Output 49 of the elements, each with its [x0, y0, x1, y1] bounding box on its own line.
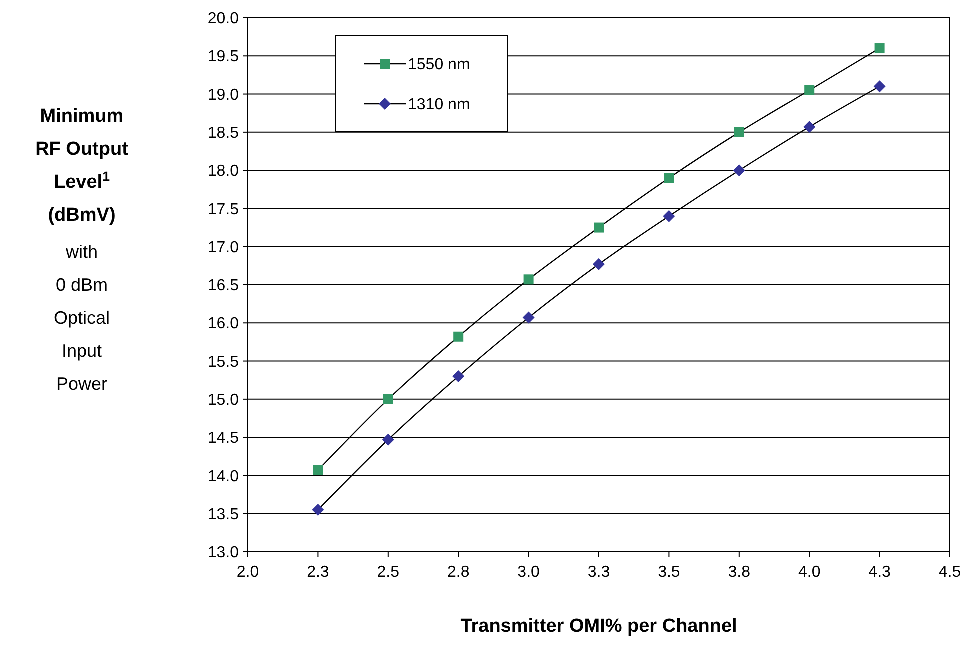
point [454, 332, 464, 342]
y-tick-label: 18.5 [208, 125, 240, 142]
y-tick-label: 17.0 [208, 239, 240, 256]
text: 2.0 [236, 564, 260, 581]
point [874, 80, 886, 93]
x-tick-label: 4.3 [868, 564, 892, 581]
point [663, 210, 676, 222]
y-tick-label: 14.5 [208, 430, 240, 448]
x-tick-label: 2.3 [307, 564, 330, 581]
point [382, 434, 394, 446]
text: 4.5 [938, 564, 962, 581]
text: 3.0 [518, 564, 540, 581]
point [664, 173, 674, 184]
point [452, 370, 465, 383]
point [522, 312, 535, 324]
point [312, 504, 324, 516]
x-axis-title: Transmitter OMI% per Channel [460, 616, 738, 637]
text: 2.5 [377, 564, 400, 581]
y-tick-label: 15.0 [208, 392, 240, 410]
x-tick-label: 3.8 [728, 564, 751, 581]
point [734, 127, 744, 138]
y-tick-label: 15.5 [208, 354, 240, 371]
text: with 0 dBm Optical Input Power [54, 242, 110, 394]
y-tick-label: 14.0 [208, 468, 240, 486]
y-tick-label: 13.5 [208, 506, 240, 524]
y-tick-label: 19.0 [208, 86, 240, 104]
y-tick-label: 16.0 [208, 316, 240, 333]
y-tick-label: 16.5 [208, 278, 240, 295]
text: Minimum RF Output Level$^{1}$ (dBmV) [36, 106, 128, 226]
point [313, 465, 324, 476]
point [874, 44, 885, 54]
point [524, 274, 534, 285]
text: 3.5 [658, 564, 680, 581]
legend-label: 1310 nm [408, 96, 470, 114]
point [593, 258, 605, 270]
y-tick-label: 20.0 [208, 10, 240, 28]
point [804, 121, 816, 134]
point [383, 394, 394, 404]
x-tick-label: 2.8 [447, 564, 470, 581]
point [733, 164, 746, 177]
x-tick-label: 3.3 [588, 564, 610, 581]
legend-label: 1550 nm [408, 56, 470, 74]
text: 4.0 [798, 564, 821, 581]
y-tick-label: 19.5 [208, 48, 240, 66]
point [804, 85, 815, 96]
point [594, 222, 604, 233]
y-tick-label: 13.0 [208, 544, 240, 562]
y-tick-label: 18.0 [208, 163, 240, 180]
y-tick-label: 17.5 [208, 201, 240, 218]
